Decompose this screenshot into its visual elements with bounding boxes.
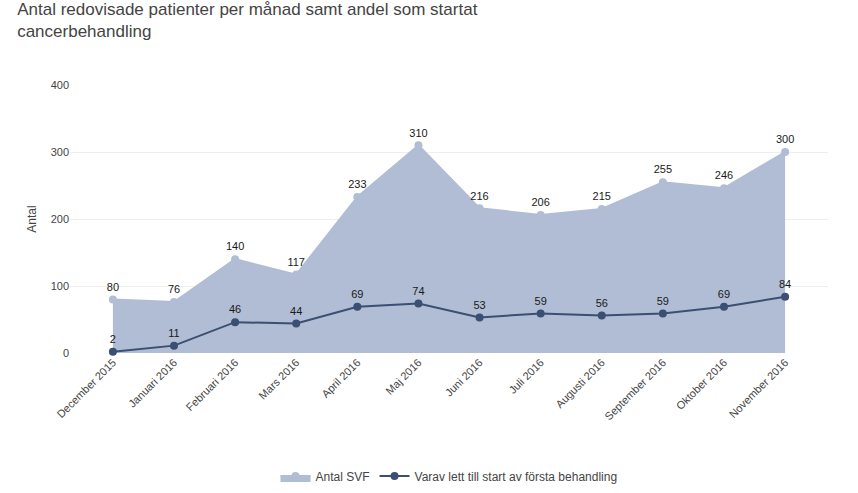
svg-text:44: 44 — [290, 305, 302, 317]
svg-text:69: 69 — [718, 288, 730, 300]
svg-text:215: 215 — [593, 190, 611, 202]
svg-text:11: 11 — [168, 327, 179, 339]
svg-text:400: 400 — [51, 79, 69, 91]
svg-text:Juli 2016: Juli 2016 — [506, 356, 546, 396]
svg-text:Varav lett till start av först: Varav lett till start av första behandli… — [415, 470, 618, 484]
svg-text:140: 140 — [226, 240, 244, 252]
svg-text:46: 46 — [229, 303, 241, 315]
svg-text:200: 200 — [51, 213, 69, 225]
svg-text:216: 216 — [470, 190, 488, 202]
svg-text:53: 53 — [473, 299, 485, 311]
svg-text:Mars 2016: Mars 2016 — [256, 356, 301, 401]
svg-text:59: 59 — [657, 295, 669, 307]
svg-text:76: 76 — [168, 283, 180, 295]
svg-text:255: 255 — [654, 163, 672, 175]
svg-text:Oktober 2016: Oktober 2016 — [674, 356, 730, 412]
svg-text:310: 310 — [409, 127, 427, 139]
svg-text:80: 80 — [107, 281, 119, 293]
svg-text:300: 300 — [776, 133, 794, 145]
svg-text:Februari 2016: Februari 2016 — [184, 356, 241, 413]
svg-text:300: 300 — [51, 146, 69, 158]
svg-text:2: 2 — [110, 333, 116, 345]
svg-text:April 2016: April 2016 — [319, 356, 363, 400]
svg-text:246: 246 — [715, 169, 733, 181]
svg-text:117: 117 — [287, 256, 305, 268]
svg-text:Juni 2016: Juni 2016 — [443, 356, 485, 398]
svg-text:November 2016: November 2016 — [727, 356, 791, 420]
svg-text:Antal redovisade patienter per: Antal redovisade patienter per månad sam… — [17, 0, 477, 41]
svg-text:84: 84 — [779, 278, 791, 290]
svg-text:Antal SVF: Antal SVF — [316, 470, 370, 484]
svg-text:Maj 2016: Maj 2016 — [383, 356, 423, 396]
svg-text:Antal: Antal — [25, 205, 39, 232]
svg-text:59: 59 — [535, 295, 547, 307]
svg-text:Augusti 2016: Augusti 2016 — [553, 356, 607, 410]
svg-text:September 2016: September 2016 — [602, 356, 668, 422]
svg-text:206: 206 — [531, 196, 549, 208]
svg-text:69: 69 — [351, 288, 363, 300]
svg-text:Januari 2016: Januari 2016 — [126, 356, 179, 409]
svg-text:0: 0 — [63, 347, 69, 359]
svg-text:233: 233 — [348, 178, 366, 190]
svg-text:74: 74 — [412, 285, 424, 297]
svg-text:December 2015: December 2015 — [54, 356, 118, 420]
svg-text:56: 56 — [596, 297, 608, 309]
svg-text:100: 100 — [51, 280, 69, 292]
